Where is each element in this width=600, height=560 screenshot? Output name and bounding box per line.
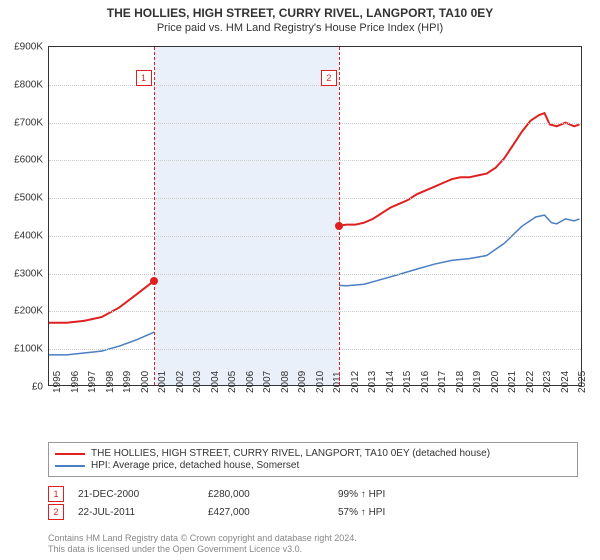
x-tick-label: 2025 (577, 371, 588, 393)
footer-line-2: This data is licensed under the Open Gov… (48, 544, 578, 556)
sale-vline (339, 47, 340, 385)
x-tick-label: 2011 (332, 371, 343, 393)
sale-row: 1 21-DEC-2000£280,00099% ↑ HPI (48, 486, 578, 502)
sale-dot (150, 277, 158, 285)
legend-label: THE HOLLIES, HIGH STREET, CURRY RIVEL, L… (91, 448, 490, 459)
x-tick-label: 2017 (437, 371, 448, 393)
y-tick-label: £900K (0, 42, 43, 53)
x-tick-label: 2007 (262, 371, 273, 393)
x-tick-label: 2018 (455, 371, 466, 393)
x-tick-label: 2004 (210, 371, 221, 393)
x-tick-label: 2020 (490, 371, 501, 393)
x-tick-label: 2009 (297, 371, 308, 393)
sale-pct: 99% ↑ HPI (338, 489, 468, 500)
x-tick-label: 1999 (122, 371, 133, 393)
x-tick-label: 2002 (175, 371, 186, 393)
legend: THE HOLLIES, HIGH STREET, CURRY RIVEL, L… (48, 442, 578, 477)
x-tick-label: 2006 (245, 371, 256, 393)
x-tick-label: 2001 (157, 371, 168, 393)
legend-row: THE HOLLIES, HIGH STREET, CURRY RIVEL, L… (55, 448, 571, 459)
sale-date: 22-JUL-2011 (78, 507, 208, 518)
y-tick-label: £800K (0, 79, 43, 90)
footer-line-1: Contains HM Land Registry data © Crown c… (48, 533, 578, 545)
legend-swatch (55, 465, 85, 467)
gridline-h (49, 349, 581, 350)
sale-index-box: 2 (48, 504, 64, 520)
plot-region: £0£100K£200K£300K£400K£500K£600K£700K£80… (48, 46, 582, 386)
sale-index-box: 1 (48, 486, 64, 502)
sale-marker-box: 2 (321, 70, 337, 86)
gridline-h (49, 311, 581, 312)
y-tick-label: £700K (0, 117, 43, 128)
x-tick-label: 2019 (472, 371, 483, 393)
sale-marker-box: 1 (136, 70, 152, 86)
x-tick-label: 2022 (525, 371, 536, 393)
x-tick-label: 2003 (192, 371, 203, 393)
legend-swatch (55, 453, 85, 455)
sales-table: 1 21-DEC-2000£280,00099% ↑ HPI 2 22-JUL-201… (48, 484, 578, 522)
gridline-h (49, 198, 581, 199)
y-tick-label: £400K (0, 230, 43, 241)
sale-price: £280,000 (208, 489, 338, 500)
x-tick-label: 2023 (542, 371, 553, 393)
chart-subtitle: Price paid vs. HM Land Registry's House … (0, 20, 600, 38)
x-tick-label: 2010 (315, 371, 326, 393)
y-tick-label: £0 (0, 382, 43, 393)
sale-dot (335, 222, 343, 230)
gridline-h (49, 274, 581, 275)
x-tick-label: 1995 (52, 371, 63, 393)
x-tick-label: 2012 (350, 371, 361, 393)
gridline-h (49, 236, 581, 237)
x-tick-label: 2008 (280, 371, 291, 393)
sale-vline (154, 47, 155, 385)
gridline-h (49, 85, 581, 86)
y-tick-label: £300K (0, 268, 43, 279)
y-tick-label: £500K (0, 193, 43, 204)
x-tick-label: 2000 (140, 371, 151, 393)
chart-area: £0£100K£200K£300K£400K£500K£600K£700K£80… (48, 46, 582, 416)
x-tick-label: 2015 (402, 371, 413, 393)
y-tick-label: £200K (0, 306, 43, 317)
sale-price: £427,000 (208, 507, 338, 518)
shade-region (154, 47, 339, 385)
x-tick-label: 2013 (367, 371, 378, 393)
gridline-h (49, 160, 581, 161)
legend-row: HPI: Average price, detached house, Some… (55, 460, 571, 471)
x-tick-label: 2021 (507, 371, 518, 393)
footer-attribution: Contains HM Land Registry data © Crown c… (48, 533, 578, 556)
sale-pct: 57% ↑ HPI (338, 507, 468, 518)
x-tick-label: 2005 (227, 371, 238, 393)
gridline-h (49, 123, 581, 124)
chart-title: THE HOLLIES, HIGH STREET, CURRY RIVEL, L… (0, 0, 600, 20)
y-tick-label: £100K (0, 344, 43, 355)
x-tick-label: 2024 (560, 371, 571, 393)
x-tick-label: 1996 (70, 371, 81, 393)
x-tick-label: 2016 (420, 371, 431, 393)
x-tick-label: 2014 (385, 371, 396, 393)
sale-row: 2 22-JUL-2011£427,00057% ↑ HPI (48, 504, 578, 520)
x-tick-label: 1998 (105, 371, 116, 393)
x-tick-label: 1997 (87, 371, 98, 393)
sale-date: 21-DEC-2000 (78, 489, 208, 500)
y-tick-label: £600K (0, 155, 43, 166)
legend-label: HPI: Average price, detached house, Some… (91, 460, 299, 471)
